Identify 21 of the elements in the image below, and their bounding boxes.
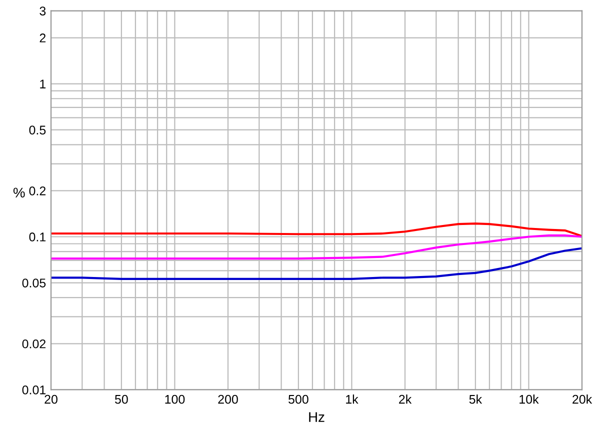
x-tick-label: 20 <box>44 394 58 404</box>
y-tick-label: 0.1 <box>29 232 46 242</box>
x-tick-label: 5k <box>469 394 482 404</box>
y-tick-label: 0.02 <box>22 339 46 348</box>
y-tick-label: 0.2 <box>29 186 46 196</box>
y-tick-label: 1 <box>40 80 46 88</box>
y-tick-label: 2 <box>40 34 46 42</box>
y-tick-label: 3 <box>40 6 46 16</box>
y-tick-label: 0.5 <box>29 126 46 134</box>
x-tick-label: 50 <box>114 394 128 404</box>
x-tick-label: 1k <box>346 394 358 404</box>
x-tick-label: 100 <box>165 394 185 404</box>
y-axis-title: % <box>13 188 25 198</box>
x-tick-label: 500 <box>288 394 308 404</box>
y-tick-label: 0.01 <box>22 386 46 394</box>
x-tick-label: 10k <box>520 394 539 404</box>
x-tick-label: 200 <box>218 394 238 404</box>
x-axis-title: Hz <box>309 412 324 422</box>
y-tick-label: 0.05 <box>22 278 46 288</box>
x-tick-label: 2k <box>399 394 412 404</box>
x-tick-label: 20k <box>572 394 592 404</box>
